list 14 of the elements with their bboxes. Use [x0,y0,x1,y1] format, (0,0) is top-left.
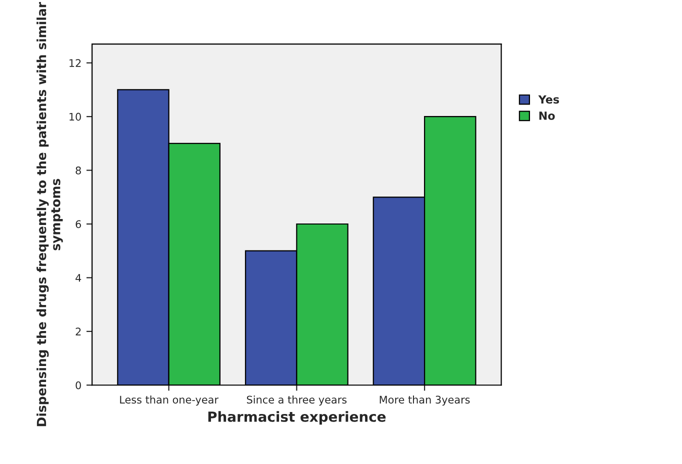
y-tick-label: 6 [76,220,81,228]
y-tick-label: 8 [76,166,81,174]
legend-label: No [539,112,555,120]
x-tick-label: Since a three years [246,396,347,406]
y-tick-label: 4 [76,274,82,282]
x-axis-title: Pharmacist experience [208,411,386,425]
x-tick-label: More than 3years [380,396,470,406]
x-tick-label: Less than one-year [120,396,218,406]
y-tick-label: 10 [70,112,81,121]
legend-label: Yes [538,95,559,104]
y-tick-label: 12 [70,59,81,67]
y-tick-label: 0 [76,381,81,390]
y-axis-title: Dispensing the drugs frequently to the patients with similar symptoms [36,2,63,426]
y-tick-label: 2 [76,328,81,336]
